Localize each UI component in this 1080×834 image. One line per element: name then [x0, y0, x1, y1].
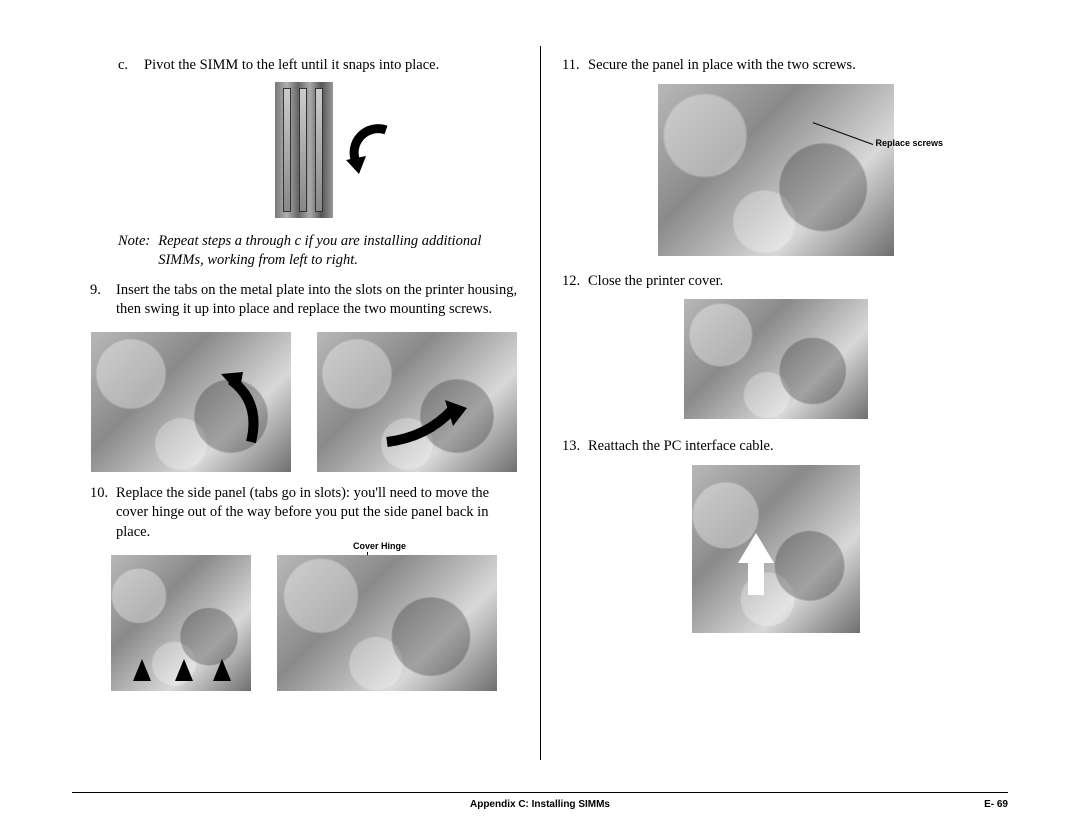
step-9-num: 9. — [90, 281, 116, 320]
step-12-num: 12. — [562, 272, 588, 292]
footer-rule — [72, 792, 1008, 793]
up-arrow-icon — [692, 465, 860, 633]
step-10-text: Replace the side panel (tabs go in slots… — [116, 484, 518, 543]
step-13: 13. Reattach the PC interface cable. — [562, 437, 990, 457]
step-c-letter: c. — [118, 56, 144, 76]
step-9-text: Insert the tabs on the metal plate into … — [116, 281, 518, 320]
step-12-text: Close the printer cover. — [588, 272, 990, 292]
up-arrow-icon — [213, 659, 231, 681]
figure-10-left — [111, 555, 251, 691]
replace-screws-label: Replace screws — [875, 138, 943, 148]
note: Note: Repeat steps a through c if you ar… — [90, 232, 518, 271]
footer-page-number: E- 69 — [960, 799, 1008, 810]
figure-simm — [244, 82, 364, 218]
footer-title: Appendix C: Installing SIMMs — [120, 799, 960, 810]
page: c. Pivot the SIMM to the left until it s… — [0, 0, 1080, 792]
up-arrow-icon — [133, 659, 151, 681]
figure-9-right — [317, 332, 517, 472]
step-c: c. Pivot the SIMM to the left until it s… — [90, 56, 518, 76]
figure-10-right-wrap: Cover Hinge — [277, 555, 497, 691]
note-text: Repeat steps a through c if you are inst… — [158, 232, 508, 271]
step-10: 10. Replace the side panel (tabs go in s… — [90, 484, 518, 543]
cover-hinge-label: Cover Hinge — [353, 541, 406, 551]
step-11: 11. Secure the panel in place with the t… — [562, 56, 990, 76]
figure-13 — [692, 465, 860, 633]
figure-10-right — [277, 555, 497, 691]
note-label: Note: — [118, 232, 150, 271]
figure-9-left — [91, 332, 291, 472]
step-12: 12. Close the printer cover. — [562, 272, 990, 292]
left-column: c. Pivot the SIMM to the left until it s… — [72, 56, 540, 792]
column-divider — [540, 46, 541, 760]
simm-illustration — [275, 82, 333, 218]
up-arrow-icon — [175, 659, 193, 681]
figure-step-10: Cover Hinge — [90, 555, 518, 691]
figure-step-9 — [90, 332, 518, 472]
step-13-num: 13. — [562, 437, 588, 457]
step-9: 9. Insert the tabs on the metal plate in… — [90, 281, 518, 320]
step-c-text: Pivot the SIMM to the left until it snap… — [144, 56, 518, 76]
step-10-num: 10. — [90, 484, 116, 543]
figure-12 — [684, 299, 868, 419]
figure-11 — [658, 84, 894, 256]
arrow-icon — [91, 332, 291, 472]
figure-step-11-wrap: Replace screws — [611, 84, 941, 256]
right-column: 11. Secure the panel in place with the t… — [540, 56, 1008, 792]
footer: Appendix C: Installing SIMMs E- 69 — [72, 792, 1008, 810]
step-11-num: 11. — [562, 56, 588, 76]
arrow-icon — [317, 332, 517, 472]
step-11-text: Secure the panel in place with the two s… — [588, 56, 990, 76]
step-13-text: Reattach the PC interface cable. — [588, 437, 990, 457]
pivot-arrow-icon — [342, 122, 398, 178]
